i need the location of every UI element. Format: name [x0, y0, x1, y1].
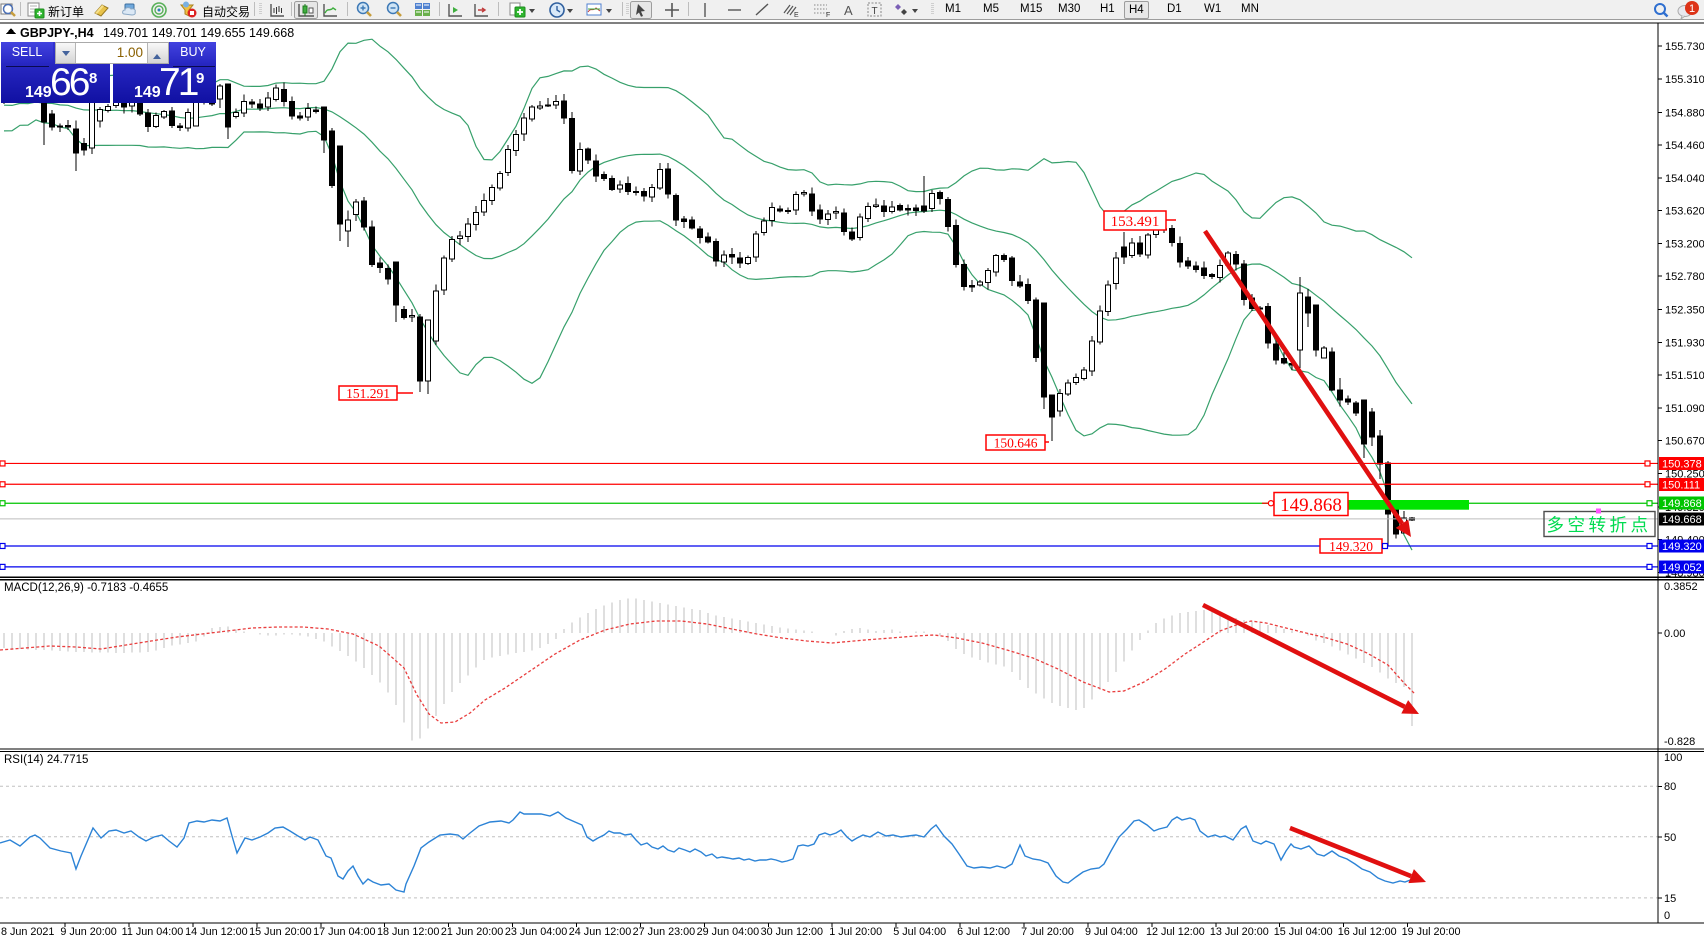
- svg-text:149.668: 149.668: [1662, 514, 1702, 526]
- svg-text:149.320: 149.320: [1662, 541, 1702, 553]
- svg-text:152.350: 152.350: [1665, 305, 1704, 317]
- svg-text:150.670: 150.670: [1665, 436, 1704, 448]
- svg-text:151.930: 151.930: [1665, 337, 1704, 349]
- svg-text:MACD(12,26,9) -0.7183 -0.4655: MACD(12,26,9) -0.7183 -0.4655: [4, 582, 168, 594]
- svg-text:8 Jun 2021: 8 Jun 2021: [1, 926, 54, 938]
- svg-text:154.460: 154.460: [1665, 140, 1704, 152]
- svg-text:9 Jun 20:00: 9 Jun 20:00: [60, 926, 116, 938]
- svg-text:21 Jun 20:00: 21 Jun 20:00: [441, 926, 503, 938]
- svg-text:9 Jul 04:00: 9 Jul 04:00: [1085, 926, 1138, 938]
- svg-text:0.00: 0.00: [1664, 628, 1685, 640]
- svg-text:153.200: 153.200: [1665, 238, 1704, 250]
- svg-text:149.701 149.701 149.655 149.66: 149.701 149.701 149.655 149.668: [103, 26, 294, 40]
- svg-text:151.510: 151.510: [1665, 370, 1704, 382]
- svg-text:30 Jun 12:00: 30 Jun 12:00: [761, 926, 823, 938]
- svg-text:150.378: 150.378: [1662, 458, 1702, 470]
- svg-text:6 Jul 12:00: 6 Jul 12:00: [957, 926, 1010, 938]
- svg-text:149.052: 149.052: [1662, 562, 1702, 574]
- svg-text:F: F: [826, 12, 830, 19]
- svg-text:17 Jun 04:00: 17 Jun 04:00: [313, 926, 375, 938]
- svg-text:1: 1: [1689, 3, 1695, 15]
- svg-text:23 Jun 04:00: 23 Jun 04:00: [505, 926, 567, 938]
- svg-text:154.880: 154.880: [1665, 107, 1704, 119]
- svg-text:15: 15: [1664, 893, 1676, 905]
- svg-text:5 Jul 04:00: 5 Jul 04:00: [893, 926, 946, 938]
- svg-text:13 Jul 20:00: 13 Jul 20:00: [1210, 926, 1269, 938]
- svg-text:7 Jul 20:00: 7 Jul 20:00: [1021, 926, 1074, 938]
- svg-text:15 Jul 04:00: 15 Jul 04:00: [1274, 926, 1333, 938]
- svg-text:150.646: 150.646: [994, 435, 1038, 450]
- svg-text:153.620: 153.620: [1665, 206, 1704, 218]
- svg-text:153.491: 153.491: [1111, 214, 1160, 230]
- svg-text:27 Jun 23:00: 27 Jun 23:00: [633, 926, 695, 938]
- svg-text:GBPJPY-,H4: GBPJPY-,H4: [20, 26, 94, 40]
- svg-text:150.111: 150.111: [1662, 479, 1700, 491]
- svg-text:151.291: 151.291: [346, 386, 390, 401]
- svg-text:12 Jul 12:00: 12 Jul 12:00: [1146, 926, 1205, 938]
- svg-text:29 Jun 04:00: 29 Jun 04:00: [697, 926, 759, 938]
- svg-text:151.090: 151.090: [1665, 403, 1704, 415]
- svg-text:155.310: 155.310: [1665, 74, 1704, 86]
- svg-text:0.3852: 0.3852: [1664, 581, 1698, 593]
- svg-text:1 Jul 20:00: 1 Jul 20:00: [829, 926, 882, 938]
- svg-text:14 Jun 12:00: 14 Jun 12:00: [185, 926, 247, 938]
- svg-text:T: T: [872, 6, 878, 17]
- svg-text:RSI(14) 24.7715: RSI(14) 24.7715: [4, 754, 88, 766]
- svg-text:15 Jun 20:00: 15 Jun 20:00: [249, 926, 311, 938]
- svg-text:0: 0: [1664, 910, 1670, 922]
- svg-text:152.780: 152.780: [1665, 271, 1704, 283]
- svg-text:16 Jul 12:00: 16 Jul 12:00: [1338, 926, 1397, 938]
- svg-text:-0.828: -0.828: [1664, 736, 1695, 748]
- svg-text:50: 50: [1664, 832, 1676, 844]
- svg-text:100: 100: [1664, 752, 1682, 764]
- svg-text:19 Jul 20:00: 19 Jul 20:00: [1402, 926, 1461, 938]
- svg-text:149.868: 149.868: [1280, 495, 1342, 516]
- svg-text:150.250: 150.250: [1665, 468, 1704, 480]
- svg-text:154.040: 154.040: [1665, 173, 1704, 185]
- svg-text:149.868: 149.868: [1662, 498, 1702, 510]
- svg-text:80: 80: [1664, 781, 1676, 793]
- svg-text:11 Jun 04:00: 11 Jun 04:00: [122, 926, 184, 938]
- svg-text:155.730: 155.730: [1665, 41, 1704, 53]
- svg-text:18 Jun 12:00: 18 Jun 12:00: [377, 926, 439, 938]
- svg-text:24 Jun 12:00: 24 Jun 12:00: [569, 926, 631, 938]
- svg-text:多空转折点: 多空转折点: [1547, 515, 1652, 535]
- svg-text:149.320: 149.320: [1329, 539, 1373, 554]
- svg-text:E: E: [794, 12, 799, 19]
